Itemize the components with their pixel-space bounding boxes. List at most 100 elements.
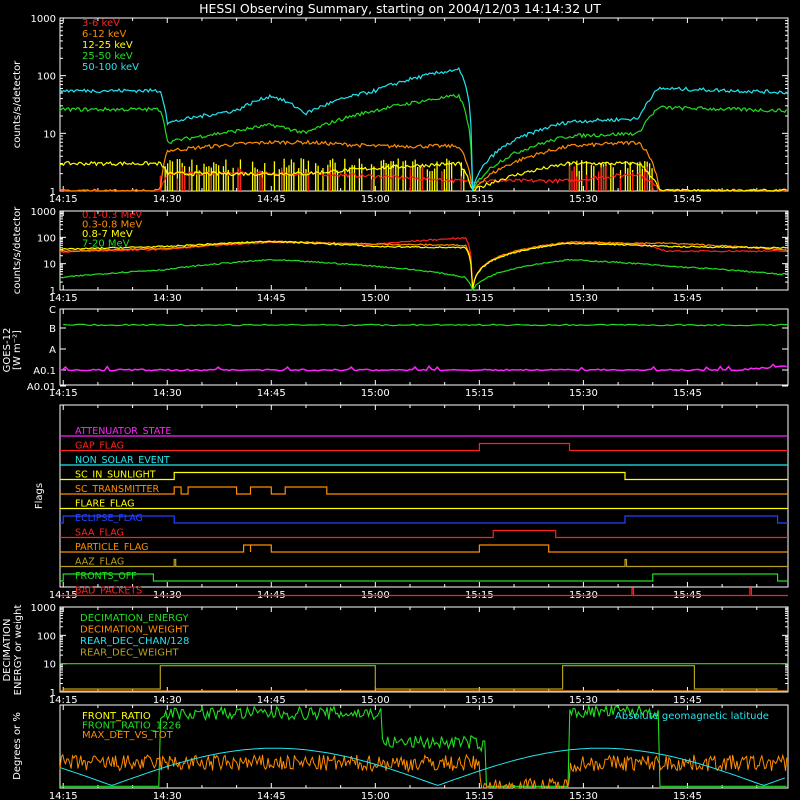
flags-panel-frame	[59, 404, 789, 588]
ratio-panel-xtick-label: 14:30	[153, 791, 182, 800]
xray-panel-xtick-label: 15:45	[673, 194, 702, 205]
xray-ylabel: counts/s/detector	[12, 60, 23, 148]
ratio-legend-3: Absolute geomagnetic latitude	[615, 711, 769, 722]
goes-panel-frame	[59, 308, 789, 386]
decimation-ylabel2: ENERGY or weight	[13, 605, 24, 696]
ratio-panel-xtick-label: 15:15	[465, 791, 494, 800]
flag-label-9: AAZ_FLAG	[75, 557, 124, 568]
gamma-panel-xtick-label: 15:00	[361, 293, 390, 304]
xray-legend-0: 3-6 keV	[82, 18, 120, 29]
decimation-panel-xtick-label: 14:15	[49, 695, 78, 706]
ratio-series-max-det	[59, 753, 788, 790]
flag-line-3	[60, 471, 788, 481]
ratio-panel-frame	[59, 704, 789, 789]
flag-label-11: BAD_PACKETS	[75, 586, 142, 597]
flag-line-11	[60, 587, 788, 597]
ratio-legend-1: FRONT_RATIO_1226	[82, 721, 181, 732]
gamma-legend-0: 0.1-0.3 MeV	[82, 210, 142, 221]
decimation-panel-frame	[59, 606, 789, 693]
xray-legend-1: 6-12 keV	[82, 29, 126, 40]
xray-legend-3: 25-50 keV	[82, 51, 133, 62]
gamma-ytick-label: 1	[50, 286, 56, 297]
gamma-legend-2: 0.8-7 MeV	[82, 229, 133, 240]
goes-panel-xtick-label: 14:15	[49, 388, 78, 399]
flag-line-6	[60, 515, 788, 524]
xray-legend-4: 50-100 keV	[82, 62, 139, 73]
xray-ytick-label: 1000	[31, 14, 56, 25]
decimation-legend-0: DECIMATION_ENERGY	[80, 613, 189, 624]
ratio-panel-xtick-label: 15:30	[569, 791, 598, 800]
flag-line-8	[60, 544, 788, 553]
gamma-series-3	[59, 258, 787, 291]
flag-line-9	[60, 558, 788, 568]
goes-ytick-label: A0.1	[33, 366, 56, 377]
decimation-ylabel: DECIMATION	[2, 618, 13, 681]
flag-label-1: GAP_FLAG	[75, 441, 124, 452]
decimation-panel-xtick-label: 14:45	[257, 695, 286, 706]
panels-group: 14:15 14:30 14:45 15:00 15:15 15:30 15:4511010…	[2, 14, 789, 800]
flag-label-2: NON_SOLAR_EVENT	[75, 455, 170, 466]
xray-series-2	[59, 161, 787, 192]
ratio-panel-xtick-label: 14:15	[49, 791, 78, 800]
gamma-ytick-label: 10	[43, 260, 56, 271]
goes-ylabel: GOES-12	[2, 328, 13, 373]
xray-panel-xtick-label: 15:30	[569, 194, 598, 205]
gamma-ytick-label: 100	[37, 233, 56, 244]
goes-panel-xtick-label: 15:00	[361, 388, 390, 399]
decimation-panel-xtick-label: 15:15	[465, 695, 494, 706]
xray-panel-xtick-label: 14:30	[153, 194, 182, 205]
ratio-ylabel: Degrees or %	[12, 712, 23, 780]
xray-ytick-label: 10	[43, 129, 56, 140]
gamma-ylabel: counts/s/detector	[12, 206, 23, 294]
gamma-ytick-label: 1000	[31, 207, 56, 218]
ratio-panel-xtick-label: 14:45	[257, 791, 286, 800]
xray-legend-2: 12-25 keV	[82, 40, 133, 51]
ratio-series-latitude	[59, 747, 785, 786]
flag-label-6: ECLIPSE_FLAG	[75, 513, 143, 524]
xray-panel-xtick-label: 15:00	[361, 194, 390, 205]
ratio-legend-0: FRONT_RATIO	[82, 711, 151, 722]
ratio-series-front-1226	[60, 703, 787, 787]
xray-panel-frame	[59, 17, 789, 192]
goes-ytick-label: A0.01	[27, 382, 56, 393]
gamma-panel-xtick-label: 14:30	[153, 293, 182, 304]
xray-ytick-label: 1	[50, 187, 56, 198]
flag-line-1	[60, 442, 788, 452]
flag-label-4: SC_TRANSMITTER	[75, 484, 160, 495]
goes-panel-xtick-label: 14:45	[257, 388, 286, 399]
goes-ytick-label: B	[49, 324, 56, 335]
gamma-panel-xtick-label: 14:45	[257, 293, 286, 304]
gamma-panel-xtick-label: 14:15	[49, 293, 78, 304]
decimation-legend-1: DECIMATION_WEIGHT	[80, 625, 189, 636]
xray-panel-xtick-label: 14:45	[257, 194, 286, 205]
ratio-panel-xtick-label: 15:00	[361, 791, 390, 800]
gamma-series-1	[59, 240, 787, 290]
flags-ylabel: Flags	[34, 483, 45, 509]
flag-label-5: FLARE_FLAG	[75, 499, 135, 510]
decimation-legend-2: REAR_DEC_CHAN/128	[80, 636, 189, 647]
gamma-series-2	[59, 240, 787, 289]
goes-panel-xtick-label: 15:15	[465, 388, 494, 399]
xray-series-4	[59, 67, 787, 192]
goes-ytick-label: C	[49, 305, 56, 316]
gamma-panel-xtick-label: 15:45	[673, 293, 702, 304]
gamma-panel-xtick-label: 15:15	[465, 293, 494, 304]
gamma-legend-3: 7-20 MeV	[82, 239, 130, 250]
decimation-panel-xtick-label: 14:30	[153, 695, 182, 706]
decimation-panel-xtick-label: 15:00	[361, 695, 390, 706]
flag-label-0: ATTENUATOR_STATE	[75, 426, 171, 437]
gamma-legend-1: 0.3-0.8 MeV	[82, 220, 142, 231]
decimation-ytick-label: 1000	[31, 603, 56, 614]
flag-label-3: SC_IN_SUNLIGHT	[75, 470, 156, 481]
figure-title: HESSI Observing Summary, starting on 200…	[199, 1, 601, 16]
goes-panel-xtick-label: 15:30	[569, 388, 598, 399]
flag-line-7	[60, 529, 788, 539]
ratio-legend-2: MAX_DET_VS_TOT	[82, 730, 174, 741]
goes-panel-xtick-label: 15:45	[673, 388, 702, 399]
xray-series-1	[59, 139, 787, 192]
decimation-panel-xtick-label: 15:30	[569, 695, 598, 706]
ratio-panel-xtick-label: 15:45	[673, 791, 702, 800]
goes-ylabel-units: [W m⁻²]	[12, 330, 23, 370]
